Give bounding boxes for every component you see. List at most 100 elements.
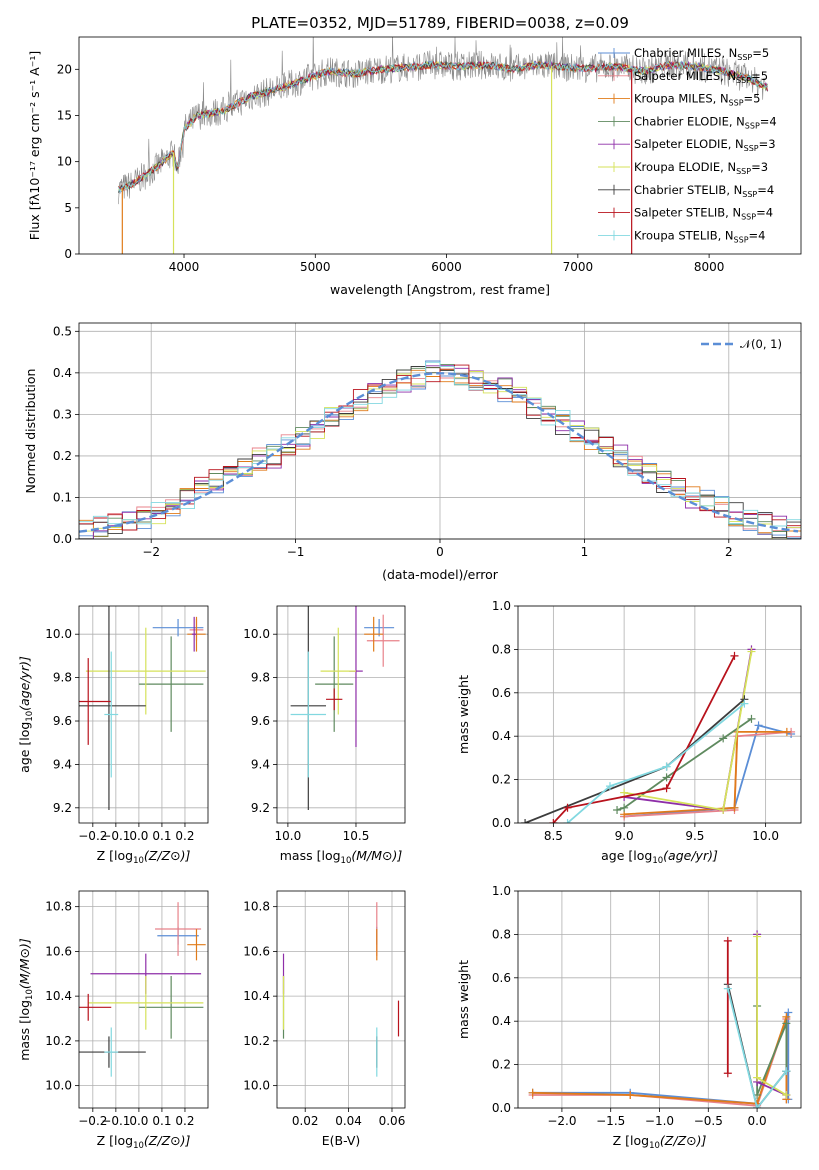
legend-text: Salpeter ELODIE, N [634, 137, 744, 151]
weight-marker-kroupa_stelib [740, 699, 749, 708]
x-axis-label: Z [log10(Z/Z⊙)] [97, 848, 191, 866]
mass-vs-ebv-panel: 0.02 0.04 0.06 10.0 10.2 10.4 10.6 10.8 E(B-V) [243, 890, 406, 1148]
weight-line-kroupa_miles [624, 731, 787, 816]
x-tick-label: 10.0 [275, 829, 302, 843]
x-tick-label: −1.0 [645, 1114, 674, 1128]
legend-subscript: SSP [744, 144, 759, 153]
legend-subscript: SSP [729, 99, 744, 108]
x-axis-label: wavelength [Angstrom, rest frame] [330, 282, 550, 297]
weight-marker-kroupa_stelib [753, 1104, 762, 1108]
label-part: log [17, 722, 32, 741]
axes-frame [276, 890, 406, 1109]
x-tick-label: 6000 [431, 260, 462, 274]
weight-marker-chabrier_elodie [613, 805, 622, 814]
weight-marker-kroupa_elodie [719, 805, 728, 814]
x-tick-label: 2 [725, 545, 733, 559]
legend-text: Kroupa STELIB, N [634, 228, 734, 242]
weight-marker-kroupa_miles [782, 727, 791, 736]
axes-frame [517, 605, 802, 824]
x-tick-label: −0.2 [78, 1114, 107, 1128]
y-tick-label: 0.4 [492, 729, 511, 743]
label-part: Z [ [97, 1133, 114, 1148]
x-axis-label: age [log10(age/yr)] [601, 848, 718, 866]
weight-line-kroupa_stelib [566, 702, 745, 823]
x-tick-label: 0.0 [748, 1114, 767, 1128]
y-tick-label: 10.6 [243, 944, 270, 958]
y-tick-label: 0.0 [492, 1101, 511, 1115]
plot-area [79, 606, 206, 810]
plot-area [528, 930, 793, 1108]
weight-marker-kroupa_miles [626, 1090, 635, 1099]
weight-marker-kroupa_stelib [662, 762, 671, 771]
x-tick-label: 0.2 [175, 1114, 194, 1128]
legend-text: =3 [759, 137, 776, 151]
residuals-histogram-panel: −2 −1 0 1 2 0.0 0.1 0.2 0.3 0.4 0.5 (data-model)/er… [23, 322, 802, 582]
y-tick-label: 0.8 [492, 642, 511, 656]
y-tick-label: 0.1 [53, 490, 72, 504]
x-axis-label: (data-model)/error [382, 567, 499, 582]
histogram-salpeter_stelib [79, 364, 801, 539]
y-tick-label: 0.4 [492, 1014, 511, 1028]
chart-title: PLATE=0352, MJD=51789, FIBERID=0038, z=0… [251, 14, 629, 32]
legend-text: Salpeter STELIB, N [634, 206, 741, 220]
y-tick-label: 10.0 [45, 627, 72, 641]
legend-text: Kroupa MILES, N [634, 92, 729, 106]
y-tick-label: 10.4 [45, 989, 72, 1003]
y-tick-label: 1.0 [492, 599, 511, 613]
massweight-vs-age-panel: 8.5 9.0 9.5 10.0 0.0 0.2 0.4 0.6 0.8 1.0 age [log1… [456, 599, 802, 866]
x-axis-label: Z [log10(Z/Z⊙)] [613, 1133, 707, 1151]
axes-frame [78, 890, 209, 1109]
label-part: (age/yr)] [663, 848, 718, 863]
y-tick-label: 0.0 [492, 816, 511, 830]
label-part: age [ [601, 848, 633, 863]
x-tick-label: −0.1 [101, 1114, 130, 1128]
weight-line-salpeter_stelib [552, 655, 736, 823]
x-tick-label: 8000 [694, 260, 725, 274]
label-part: log [633, 848, 652, 863]
y-tick-label: 9.4 [251, 757, 270, 771]
label-part: mass [ [17, 1019, 32, 1061]
weight-marker-kroupa_elodie [753, 932, 762, 941]
legend-entry-salpeter_miles: Salpeter MILES, NSSP=5 [634, 69, 768, 85]
weight-marker-salpeter_stelib [723, 936, 732, 945]
y-tick-label: 10.2 [243, 1034, 270, 1048]
legend-text: =5 [751, 69, 768, 83]
legend-text: =4 [757, 183, 774, 197]
legend-entry-chabrier_miles: Chabrier MILES, NSSP=5 [634, 46, 769, 62]
legend-text: =5 [752, 46, 769, 60]
spectrum-panel: 4000 5000 6000 7000 8000 0 5 10 15 20 PLATE=0352, … [27, 14, 802, 297]
y-axis-label: mass [log10(M/M⊙)] [17, 938, 35, 1061]
mass-vs-metallicity-panel: −0.2−0.10.0 0.1 0.2 10.0 10.2 10.4 10.6 10.8 Z [… [17, 890, 209, 1151]
legend-subscript: SSP [742, 190, 757, 199]
label-part: log [321, 848, 340, 863]
normal-distribution-curve [79, 372, 799, 533]
y-tick-label: 9.6 [53, 714, 72, 728]
label-subscript: 10 [133, 1141, 144, 1151]
plot-area [79, 902, 206, 1077]
plot-area [282, 902, 400, 1077]
y-tick-label: 10.8 [243, 900, 270, 914]
weight-marker-chabrier_elodie [662, 773, 671, 782]
weight-marker-kroupa_elodie [620, 788, 629, 797]
x-tick-label: −1.5 [596, 1114, 625, 1128]
legend-entry-kroupa_elodie: Kroupa ELODIE, NSSP=3 [634, 160, 768, 176]
legend-text: =4 [756, 206, 773, 220]
weight-marker-chabrier_elodie [747, 714, 756, 723]
weight-marker-kroupa_miles [730, 803, 739, 812]
weight-marker-chabrier_miles [754, 721, 763, 730]
plot-area [117, 37, 769, 254]
x-axis-label: E(B-V) [322, 1133, 361, 1148]
age-vs-mass-panel: 10.0 10.5 9.2 9.4 9.6 9.8 10.0 mass [log10(M/M⊙… [243, 605, 406, 866]
x-tick-label: 0.02 [292, 1114, 319, 1128]
x-tick-label: 5000 [300, 260, 331, 274]
legend-entry-normal: 𝒩(0, 1) [740, 337, 782, 351]
axes-frame [78, 605, 209, 824]
weight-marker-chabrier_miles [784, 1008, 793, 1017]
x-tick-label: 0.04 [335, 1114, 362, 1128]
y-axis-label: mass weight [456, 675, 471, 754]
weight-line-kroupa_stelib [726, 988, 788, 1108]
x-tick-label: −0.2 [78, 829, 107, 843]
y-tick-label: 0.0 [53, 532, 72, 546]
legend-subscript: SSP [736, 167, 751, 176]
